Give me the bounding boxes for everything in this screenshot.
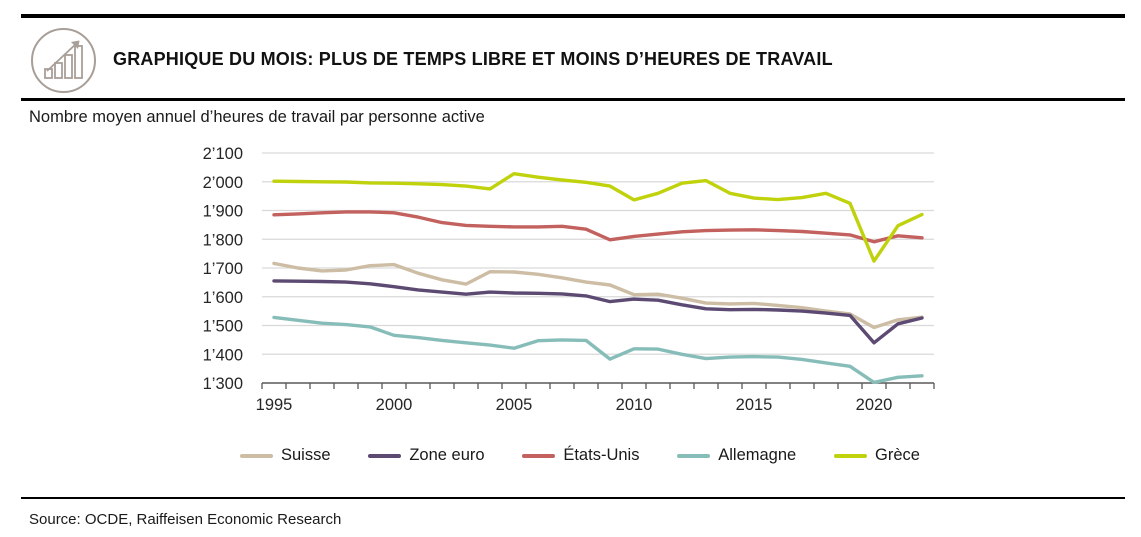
x-tick-label: 2005 [496,396,533,414]
legend-swatch--tats-unis [522,453,556,458]
x-tick-label: 2020 [856,396,893,414]
chart-legend: Suisse Zone euro États-Unis Allemagne Grèce [240,446,920,465]
y-tick-label: 1’500 [203,318,243,336]
bar-chart-growth-icon [31,28,96,93]
footer-rule [21,497,1125,499]
x-tick-label: 1995 [256,396,293,414]
legend-item-allemagne: Allemagne [677,446,796,465]
series-line--tats-unis [272,210,924,244]
page-title: GRAPHIQUE DU MOIS: PLUS DE TEMPS LIBRE E… [113,49,833,69]
x-tick-label: 2015 [736,396,773,414]
y-tick-label: 1’800 [203,231,243,249]
legend-swatch-allemagne [677,453,711,458]
top-rule [21,14,1125,18]
y-tick-label: 1’900 [203,203,243,221]
legend-swatch-suisse [240,453,273,458]
y-tick-label: 2’000 [203,174,243,192]
y-axis-labels: 1’300 1’400 1’500 1’600 1’700 1’800 1’900 2’000… [203,145,243,393]
header-divider-rule [21,98,1125,101]
legend-label--tats-unis: États-Unis [563,446,640,464]
y-tick-label: 1’700 [203,260,243,278]
chart-subtitle: Nombre moyen annuel d’heures de travail … [29,108,485,126]
y-tick-label: 1’600 [203,289,243,307]
y-tick-label: 1’400 [203,346,243,364]
x-axis: 1995 2000 2005 2010 2015 2020 [256,382,935,414]
series-line-suisse [272,261,924,330]
legend-item-gr-ce: Grèce [834,446,920,465]
legend-label-gr-ce: Grèce [875,446,920,464]
series-line-gr-ce [272,171,924,263]
series-line-allemagne [272,315,924,385]
legend-swatch-gr-ce [834,453,868,458]
legend-item-zone-euro: Zone euro [368,446,485,465]
y-tick-label: 2’100 [203,145,243,163]
x-tick-label: 2000 [376,396,413,414]
legend-swatch-zone-euro [368,453,402,458]
legend-label-allemagne: Allemagne [718,446,797,464]
x-tick-label: 2010 [616,396,653,414]
y-tick-label: 1’300 [203,375,243,393]
legend-item-suisse: Suisse [240,446,331,465]
source-text: Source: OCDE, Raiffeisen Economic Resear… [29,511,342,528]
series-line-zone-euro [272,279,924,345]
legend-label-suisse: Suisse [281,446,331,464]
legend-label-zone-euro: Zone euro [409,446,485,464]
legend-item--tats-unis: États-Unis [522,446,639,465]
